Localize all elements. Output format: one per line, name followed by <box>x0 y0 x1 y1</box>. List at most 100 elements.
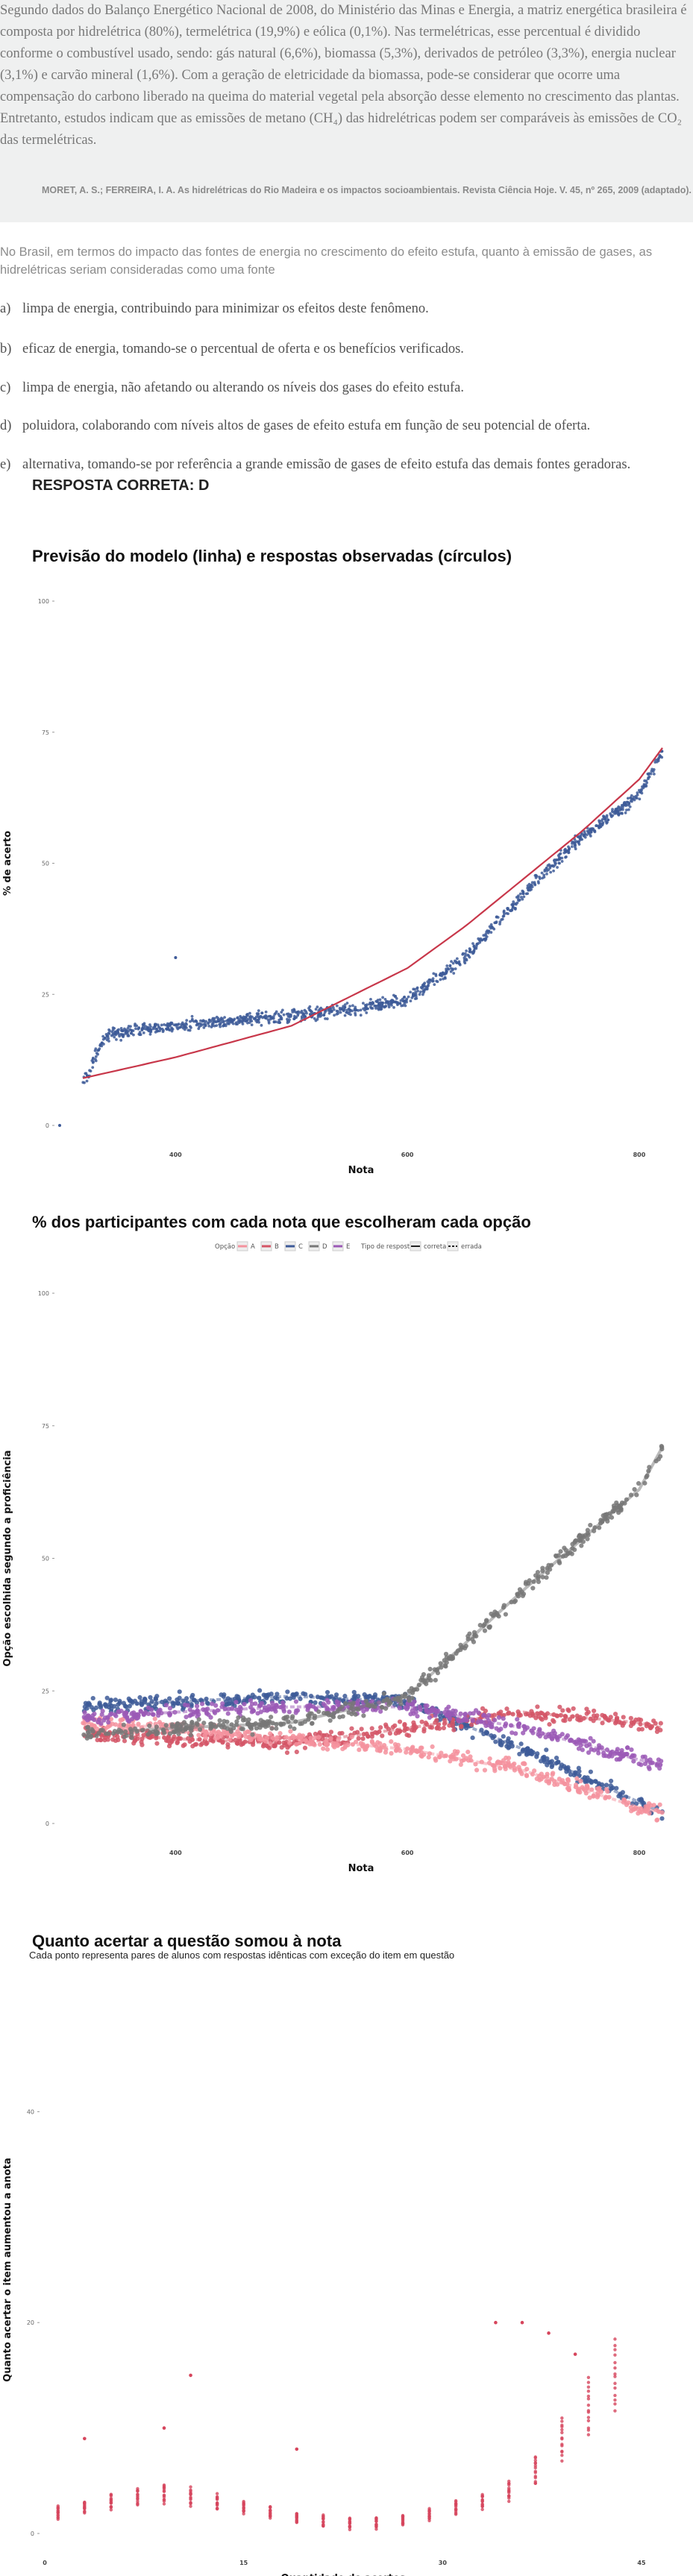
chart1-observed-point <box>579 834 582 838</box>
chart2-point-E <box>642 1754 647 1759</box>
chart1-observed-point <box>652 768 656 771</box>
chart3-point <box>586 2394 591 2398</box>
chart2-plot: 0 25 50 75 100 400 600 800 Nota Opção escolhida s… <box>2 1241 665 1874</box>
chart1-observed-point <box>567 845 570 849</box>
chart2-point-D <box>361 1713 366 1718</box>
question-stem: No Brasil, em termos do impacto das font… <box>0 245 653 277</box>
chart1-observed-point <box>354 1014 357 1017</box>
chart2-point-C <box>437 1717 443 1722</box>
chart2-point-A <box>482 1768 488 1773</box>
chart3-point <box>560 2443 564 2446</box>
chart2-legend-type-label-errada: errada <box>461 1243 482 1251</box>
chart1-observed-point <box>261 1016 265 1020</box>
chart2-point-A <box>630 1807 636 1812</box>
chart1-observed-point <box>451 961 455 965</box>
chart2-point-D <box>346 1710 351 1715</box>
chart3-point <box>613 2402 617 2406</box>
chart2-point-A <box>506 1756 512 1761</box>
chart2-point-E <box>521 1730 526 1735</box>
chart2-point-D <box>524 1580 529 1585</box>
chart1-observed-point <box>154 1027 157 1031</box>
chart1-observed-point <box>175 1025 179 1029</box>
chart1-observed-point <box>517 899 521 902</box>
chart2-point-B <box>380 1733 385 1738</box>
chart1-observed-point <box>178 1026 181 1029</box>
chart1-observed-point <box>89 1069 92 1073</box>
chart2-xlabel: Nota <box>348 1863 374 1874</box>
chart2-point-D <box>242 1717 248 1722</box>
chart2-point-E <box>639 1762 644 1768</box>
chart3-point <box>322 2520 325 2525</box>
chart1-observed-point <box>583 835 587 839</box>
chart1-observed-point <box>657 756 661 760</box>
chart1-observed-point <box>286 1017 289 1021</box>
chart1-observed-point <box>124 1032 128 1035</box>
chart3-point <box>613 2375 617 2378</box>
chart2-point-D <box>172 1730 178 1735</box>
chart2-point-D <box>239 1727 244 1732</box>
chart2-point-A <box>426 1755 431 1760</box>
chart2-point-D <box>486 1624 492 1630</box>
chart1-observed-point <box>387 1004 391 1007</box>
chart1-observed-point <box>85 1074 89 1077</box>
chart1-observed-point <box>614 811 618 814</box>
chart2-point-B <box>397 1719 403 1724</box>
chart1-observed-point <box>468 950 472 954</box>
chart1-observed-point <box>628 805 632 808</box>
chart2-point-D <box>632 1486 637 1492</box>
chart2-point-C <box>257 1688 263 1693</box>
chart2-point-D <box>231 1726 236 1731</box>
chart2-point-D <box>129 1735 134 1741</box>
chart2-point-E <box>468 1711 473 1716</box>
chart3-outlier-point <box>295 2447 299 2451</box>
chart1-observed-point <box>500 918 504 922</box>
chart1-observed-point <box>427 978 431 981</box>
chart2-point-D <box>236 1715 241 1721</box>
chart3-point <box>215 2492 219 2495</box>
chart1-observed-point <box>195 1022 199 1025</box>
chart1-observed-point <box>248 1011 251 1015</box>
chart2-point-E <box>163 1703 169 1708</box>
chart2-trend-D <box>129 1446 664 1732</box>
chart2-point-D <box>287 1724 293 1730</box>
chart1-observed-point <box>257 1009 260 1013</box>
chart1-observed-point <box>313 1017 316 1020</box>
chart1-observed-point <box>277 1014 281 1017</box>
chart1-observed-point <box>450 960 453 964</box>
chart2-point-C <box>93 1705 99 1710</box>
chart2-point-C <box>568 1772 574 1777</box>
chart1-observed-point <box>146 1028 150 1032</box>
chart2-point-A <box>317 1741 322 1747</box>
chart3-xtick-30: 30 <box>439 2560 448 2566</box>
chart2-point-E <box>486 1712 492 1718</box>
chart2-trend-B <box>129 1710 663 1746</box>
chart2-point-A <box>474 1768 480 1773</box>
chart1-observed-point <box>202 1026 206 1029</box>
chart2-point-A <box>349 1734 354 1739</box>
chart2-point-E <box>99 1712 104 1717</box>
chart2-point-C <box>108 1697 114 1703</box>
chart1-observed-point <box>514 906 517 910</box>
chart2-point-C <box>87 1702 92 1708</box>
chart3-point <box>533 2458 537 2463</box>
chart1-observed-point <box>107 1028 110 1031</box>
chart2-point-D <box>536 1579 542 1584</box>
chart1-observed-point <box>646 772 650 776</box>
chart2-point-E <box>543 1735 548 1740</box>
chart1-observed-point <box>204 1020 207 1023</box>
chart1-observed-point <box>134 1022 137 1025</box>
chart2-point-A <box>578 1779 583 1784</box>
chart2-point-B <box>592 1713 597 1718</box>
chart2-point-E <box>295 1708 301 1713</box>
chart2-point-E <box>501 1716 506 1721</box>
chart1-observed-point <box>518 892 522 896</box>
chart1-observed-point <box>121 1033 125 1037</box>
chart2-point-D <box>309 1721 315 1726</box>
chart1-observed-point <box>287 1020 291 1023</box>
chart1-observed-point <box>175 1022 178 1026</box>
chart2-point-E <box>81 1715 87 1720</box>
chart1-observed-point <box>101 1034 105 1038</box>
chart1-observed-point <box>348 1005 352 1008</box>
chart2-point-C <box>313 1700 318 1706</box>
chart3-point <box>560 2419 564 2423</box>
